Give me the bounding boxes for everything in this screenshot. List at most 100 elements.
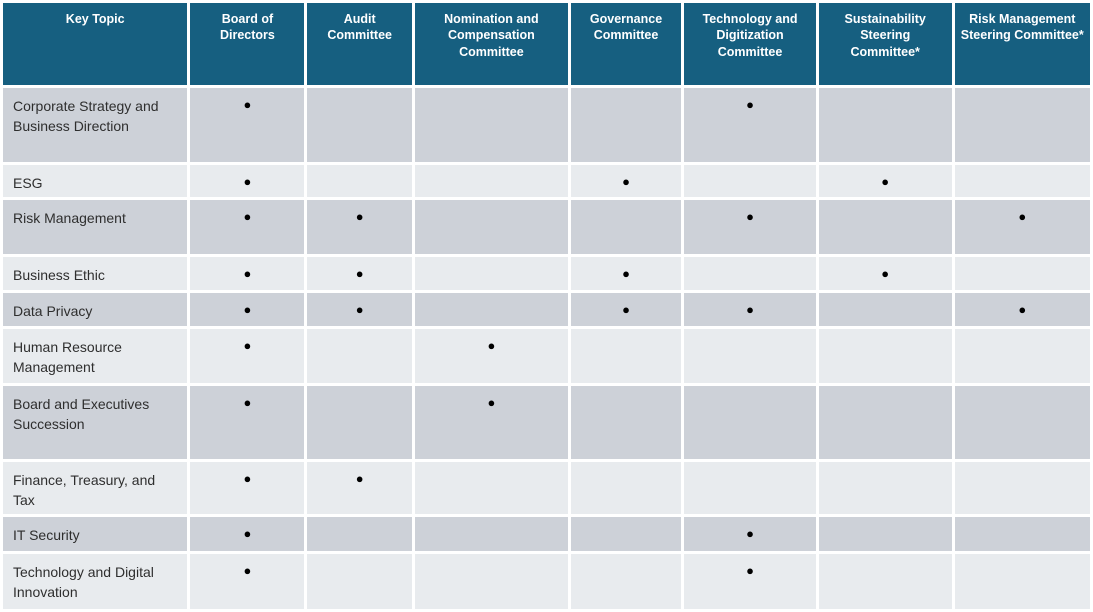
matrix-cell: [414, 257, 568, 290]
column-header-risk-management-steering-committee: Risk Management Steering Committee*: [954, 3, 1090, 85]
column-header-audit-committee: Audit Committee: [307, 3, 412, 85]
matrix-cell: [414, 200, 568, 254]
matrix-cell: [414, 554, 568, 609]
matrix-cell: [954, 257, 1090, 290]
column-header-sustainability-steering-committee: Sustainability Steering Committee*: [818, 3, 952, 85]
matrix-cell: ●: [414, 329, 568, 383]
matrix-cell: [954, 462, 1090, 514]
matrix-cell: ●: [684, 293, 816, 326]
matrix-cell: [818, 200, 952, 254]
matrix-cell: [954, 165, 1090, 197]
matrix-cell: [570, 462, 682, 514]
matrix-cell: [818, 517, 952, 551]
matrix-cell: ●: [190, 386, 305, 459]
table-row: Human Resource Management ● ●: [3, 329, 1090, 383]
table-row: Finance, Treasury, and Tax ● ●: [3, 462, 1090, 514]
matrix-cell: ●: [570, 165, 682, 197]
matrix-cell: ●: [954, 200, 1090, 254]
matrix-cell: ●: [190, 329, 305, 383]
row-label: IT Security: [3, 517, 188, 551]
matrix-cell: [414, 462, 568, 514]
matrix-cell: [684, 257, 816, 290]
matrix-cell: ●: [190, 165, 305, 197]
table-row: Business Ethic ● ● ● ●: [3, 257, 1090, 290]
matrix-cell: [954, 88, 1090, 162]
row-label: Corporate Strategy and Business Directio…: [3, 88, 188, 162]
row-label: Business Ethic: [3, 257, 188, 290]
matrix-cell: [818, 386, 952, 459]
matrix-cell: ●: [190, 88, 305, 162]
matrix-cell: ●: [307, 257, 412, 290]
column-header-technology-digitization-committee: Technology and Digitization Committee: [684, 3, 816, 85]
matrix-cell: ●: [818, 257, 952, 290]
matrix-cell: [307, 329, 412, 383]
matrix-cell: ●: [190, 200, 305, 254]
matrix-cell: [684, 386, 816, 459]
matrix-cell: [684, 329, 816, 383]
matrix-cell: ●: [570, 293, 682, 326]
header-row: Key Topic Board of Directors Audit Commi…: [3, 3, 1090, 85]
matrix-cell: [818, 293, 952, 326]
matrix-cell: [570, 386, 682, 459]
column-header-governance-committee: Governance Committee: [570, 3, 682, 85]
matrix-cell: ●: [307, 200, 412, 254]
matrix-cell: [818, 329, 952, 383]
matrix-cell: [954, 329, 1090, 383]
matrix-cell: [570, 554, 682, 609]
matrix-cell: ●: [190, 257, 305, 290]
matrix-cell: [307, 88, 412, 162]
column-header-key-topic: Key Topic: [3, 3, 188, 85]
matrix-cell: ●: [570, 257, 682, 290]
matrix-cell: [818, 554, 952, 609]
matrix-cell: [414, 293, 568, 326]
row-label: Data Privacy: [3, 293, 188, 326]
matrix-cell: ●: [684, 554, 816, 609]
matrix-cell: [414, 88, 568, 162]
matrix-cell: [307, 554, 412, 609]
row-label: Technology and Digital Innovation: [3, 554, 188, 609]
matrix-cell: [570, 329, 682, 383]
matrix-cell: [307, 386, 412, 459]
matrix-cell: [818, 88, 952, 162]
table-row: Corporate Strategy and Business Directio…: [3, 88, 1090, 162]
row-label: ESG: [3, 165, 188, 197]
row-label: Board and Executives Succession: [3, 386, 188, 459]
matrix-cell: [570, 517, 682, 551]
matrix-cell: [684, 165, 816, 197]
matrix-cell: ●: [190, 293, 305, 326]
matrix-cell: [414, 517, 568, 551]
matrix-cell: [307, 517, 412, 551]
matrix-cell: [414, 165, 568, 197]
matrix-cell: ●: [190, 554, 305, 609]
matrix-cell: ●: [818, 165, 952, 197]
matrix-cell: ●: [190, 517, 305, 551]
matrix-cell: ●: [307, 462, 412, 514]
row-label: Human Resource Management: [3, 329, 188, 383]
matrix-cell: [954, 554, 1090, 609]
matrix-cell: [954, 517, 1090, 551]
matrix-cell: ●: [684, 88, 816, 162]
matrix-cell: [954, 386, 1090, 459]
column-header-nomination-compensation-committee: Nomination and Compensation Committee: [414, 3, 568, 85]
matrix-cell: [684, 462, 816, 514]
matrix-cell: ●: [684, 517, 816, 551]
matrix-cell: [307, 165, 412, 197]
matrix-cell: ●: [954, 293, 1090, 326]
matrix-cell: [570, 88, 682, 162]
table-row: Technology and Digital Innovation ● ●: [3, 554, 1090, 609]
matrix-cell: ●: [190, 462, 305, 514]
table-row: Risk Management ● ● ● ●: [3, 200, 1090, 254]
row-label: Risk Management: [3, 200, 188, 254]
matrix-cell: ●: [414, 386, 568, 459]
table-row: IT Security ● ●: [3, 517, 1090, 551]
table-row: ESG ● ● ●: [3, 165, 1090, 197]
matrix-cell: ●: [684, 200, 816, 254]
table-row: Data Privacy ● ● ● ● ●: [3, 293, 1090, 326]
matrix-cell: [570, 200, 682, 254]
column-header-board-of-directors: Board of Directors: [190, 3, 305, 85]
table-row: Board and Executives Succession ● ●: [3, 386, 1090, 459]
row-label: Finance, Treasury, and Tax: [3, 462, 188, 514]
matrix-cell: ●: [307, 293, 412, 326]
matrix-cell: [818, 462, 952, 514]
